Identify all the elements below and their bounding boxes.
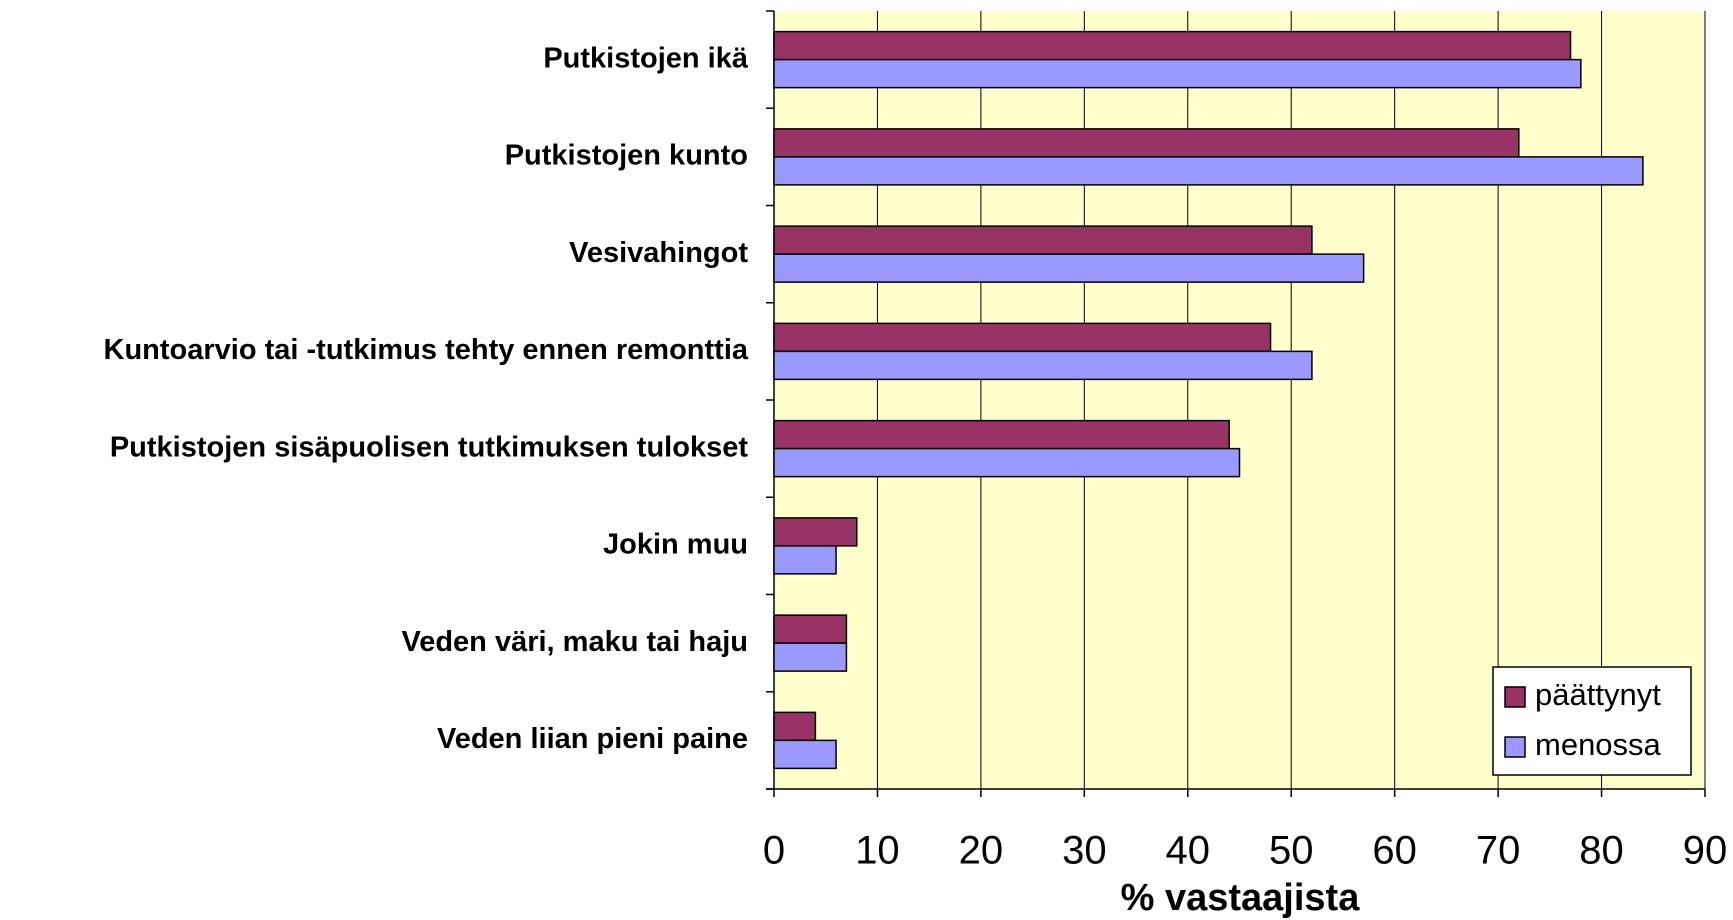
x-tick-label: 80	[1579, 829, 1624, 873]
bar	[773, 58, 1582, 89]
x-tick-label: 90	[1683, 829, 1728, 873]
x-axis-title: % vastaajista	[1121, 877, 1361, 919]
bar	[773, 30, 1572, 61]
legend-label: menossa	[1535, 727, 1662, 762]
x-tick-label: 40	[1166, 829, 1211, 873]
legend-swatch	[1504, 686, 1526, 708]
bar	[773, 711, 817, 742]
x-tick-label: 10	[855, 829, 900, 873]
bar	[773, 447, 1241, 478]
bar	[773, 350, 1313, 381]
y-tick-label: Kuntoarvio tai -tutkimus tehty ennen rem…	[104, 334, 749, 366]
x-tick-label: 0	[763, 829, 785, 873]
x-tick-label: 30	[1062, 829, 1107, 873]
bar	[773, 517, 858, 547]
legend-label: päättynyt	[1535, 677, 1661, 712]
y-tick-label: Veden väri, maku tai haju	[401, 626, 748, 658]
y-tick-label: Veden liian pieni paine	[437, 723, 748, 755]
x-tick-label: 70	[1476, 829, 1521, 873]
x-tick-label: 20	[959, 829, 1004, 873]
y-tick-label: Putkistojen ikä	[543, 42, 749, 74]
bar	[773, 739, 837, 770]
y-tick-label: Putkistojen sisäpuolisen tutkimuksen tul…	[110, 431, 748, 463]
legend-box	[1492, 666, 1692, 776]
bar	[773, 322, 1272, 353]
y-tick-label: Vesivahingot	[569, 237, 748, 269]
bar	[773, 253, 1365, 283]
x-tick-label: 50	[1269, 829, 1314, 873]
bar	[773, 225, 1313, 255]
bar	[773, 128, 1520, 158]
legend-swatch	[1504, 736, 1526, 758]
y-tick-label: Putkistojen kunto	[505, 140, 748, 172]
bar	[773, 642, 848, 672]
bar	[773, 545, 837, 575]
bar	[773, 156, 1644, 186]
y-tick-label: Jokin muu	[603, 529, 748, 561]
bar	[773, 614, 848, 644]
x-tick-label: 60	[1372, 829, 1417, 873]
bar	[773, 419, 1230, 450]
